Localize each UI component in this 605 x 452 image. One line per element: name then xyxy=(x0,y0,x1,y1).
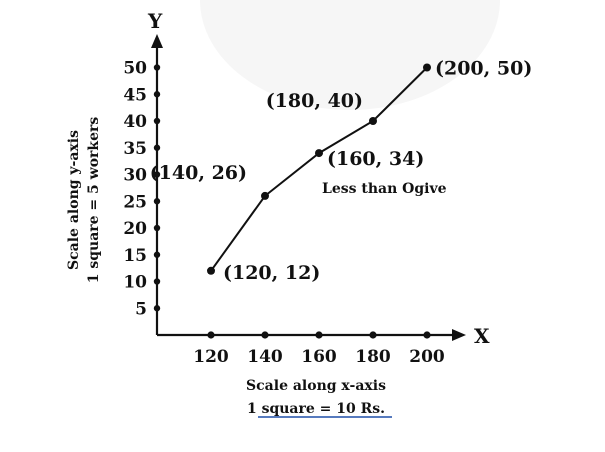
y-axis-arrow xyxy=(151,34,163,48)
y-tick-mark xyxy=(153,64,161,71)
x-axis-label: Scale along x-axis 1 square = 10 Rs. xyxy=(246,378,392,418)
x-tick-mark xyxy=(207,331,215,339)
y-tick-mark xyxy=(153,117,161,125)
y-tick-mark xyxy=(153,198,161,205)
y-tick-mark xyxy=(153,171,161,178)
data-points xyxy=(207,63,431,275)
x-tick-label: 160 xyxy=(301,347,337,367)
point-label: (180, 40) xyxy=(266,90,363,112)
x-tick-mark xyxy=(369,331,377,339)
x-tick-mark xyxy=(315,331,323,339)
x-tick-label: 120 xyxy=(193,347,229,367)
x-axis-letter: X xyxy=(474,324,490,348)
x-scale-line1: Scale along x-axis xyxy=(246,378,386,394)
watermark-arc xyxy=(200,0,500,110)
x-tick-label: 180 xyxy=(355,347,391,367)
x-ticks: 120 140 160 180 200 xyxy=(193,331,445,367)
point-label: (200, 50) xyxy=(435,58,532,80)
point-label: (140, 26) xyxy=(150,162,247,184)
y-tick-label: 30 xyxy=(123,166,147,186)
data-point xyxy=(315,149,323,158)
data-point xyxy=(423,63,431,72)
y-ticks: 5 10 15 20 25 30 35 40 45 50 xyxy=(123,59,161,319)
y-tick-mark xyxy=(153,251,161,258)
y-tick-label: 40 xyxy=(123,112,147,132)
y-tick-label: 35 xyxy=(123,139,147,159)
y-tick-label: 15 xyxy=(123,246,147,266)
x-scale-line2: 1 square = 10 Rs. xyxy=(247,401,385,417)
y-tick-mark xyxy=(153,144,161,151)
y-axis-label: Scale along y-axis 1 square = 5 workers xyxy=(66,117,102,284)
data-point xyxy=(207,266,215,275)
y-tick-mark xyxy=(153,278,161,285)
data-point xyxy=(369,117,377,125)
y-tick-label: 50 xyxy=(123,59,147,79)
y-tick-mark xyxy=(153,224,161,232)
data-point xyxy=(261,191,269,200)
x-tick-label: 140 xyxy=(247,347,283,367)
y-axis-letter: Y xyxy=(147,9,163,33)
ogive-annotation: Less than Ogive xyxy=(322,181,447,197)
point-labels: (120, 12) (140, 26) (160, 34) (180, 40) (200… xyxy=(150,58,533,284)
point-label: (160, 34) xyxy=(327,148,424,170)
y-tick-mark xyxy=(153,305,161,312)
y-tick-label: 20 xyxy=(123,219,147,239)
y-scale-line1: Scale along y-axis xyxy=(66,130,82,270)
x-tick-mark xyxy=(261,331,269,339)
x-tick-label: 200 xyxy=(409,347,445,367)
y-tick-label: 5 xyxy=(135,299,147,319)
y-tick-label: 10 xyxy=(123,273,147,293)
x-tick-mark xyxy=(423,331,431,339)
point-label: (120, 12) xyxy=(223,262,320,284)
y-tick-label: 25 xyxy=(123,192,147,212)
y-scale-line2: 1 square = 5 workers xyxy=(86,117,102,284)
x-axis-arrow xyxy=(452,329,466,341)
y-tick-label: 45 xyxy=(123,85,147,105)
y-tick-mark xyxy=(153,91,161,98)
